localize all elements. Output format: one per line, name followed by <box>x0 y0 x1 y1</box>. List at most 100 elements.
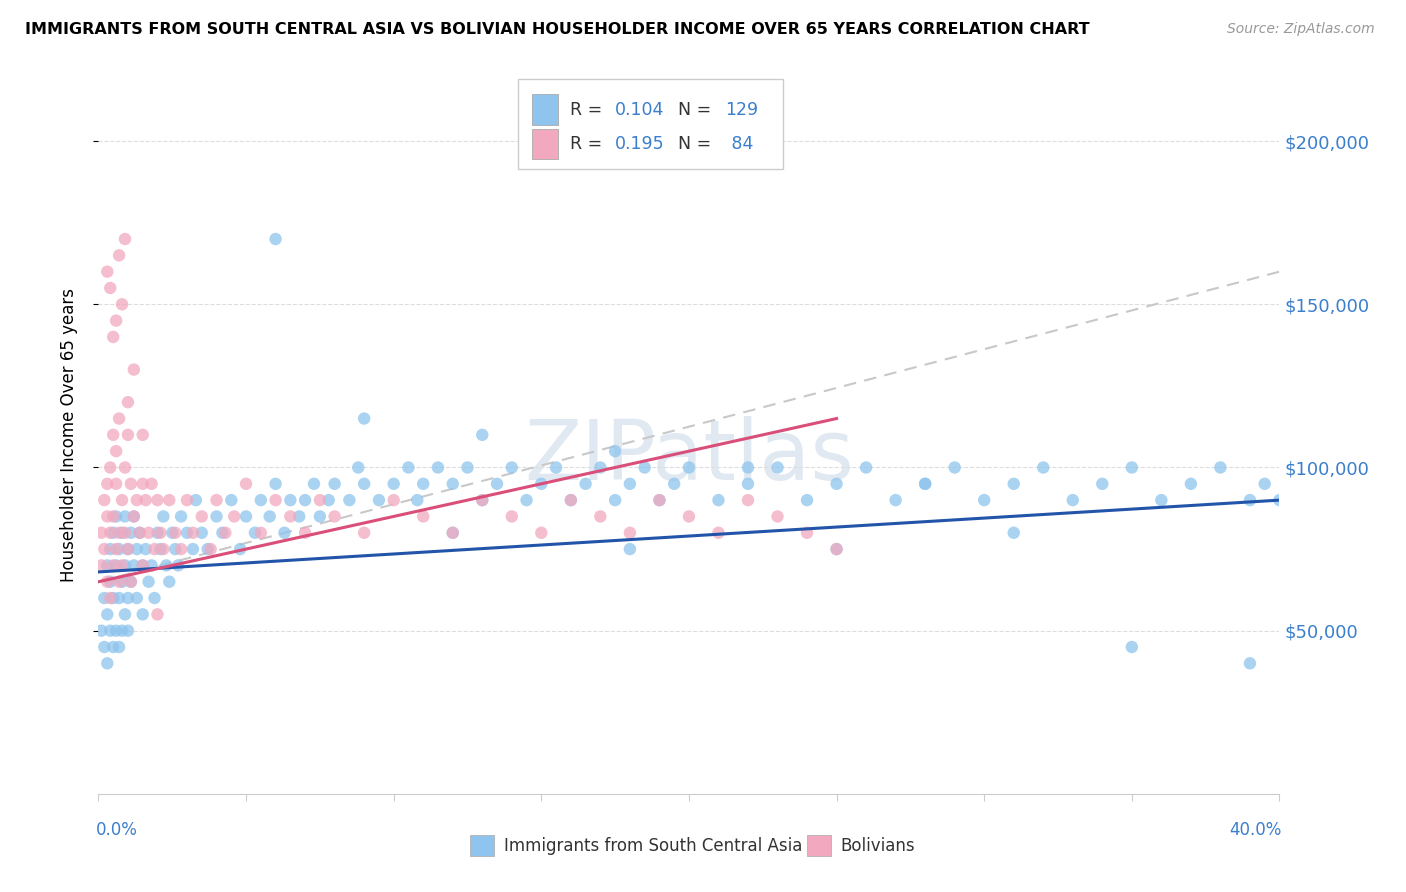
Point <box>412 476 434 491</box>
Point <box>114 525 136 540</box>
Point <box>353 476 375 491</box>
Point <box>108 411 131 425</box>
Point <box>943 460 966 475</box>
Point <box>427 460 450 475</box>
Point <box>117 395 139 409</box>
Point <box>105 444 128 458</box>
Point <box>737 476 759 491</box>
Point <box>441 525 464 540</box>
Text: 0.104: 0.104 <box>614 101 664 119</box>
Point <box>114 509 136 524</box>
Point <box>855 460 877 475</box>
Point <box>117 624 139 638</box>
Point <box>1002 525 1025 540</box>
Point <box>120 476 142 491</box>
Point <box>146 493 169 508</box>
Point <box>259 509 281 524</box>
Point <box>132 427 155 442</box>
Point <box>128 525 150 540</box>
Point <box>648 493 671 508</box>
Point <box>457 460 479 475</box>
Point <box>132 558 155 573</box>
Point <box>250 525 273 540</box>
Point <box>235 476 257 491</box>
Point <box>471 427 494 442</box>
Point <box>105 509 128 524</box>
Point <box>125 542 148 557</box>
Point <box>93 640 115 654</box>
Point <box>309 493 332 508</box>
Point <box>1121 640 1143 654</box>
Point <box>114 232 136 246</box>
Point <box>1032 460 1054 475</box>
Point <box>766 460 789 475</box>
Point <box>530 476 553 491</box>
Text: N =: N = <box>678 135 717 153</box>
Point <box>122 509 145 524</box>
Point <box>973 493 995 508</box>
Point <box>235 509 257 524</box>
Point <box>98 281 121 295</box>
Point <box>96 574 118 589</box>
Point <box>98 591 121 605</box>
Point <box>96 476 118 491</box>
Text: Source: ZipAtlas.com: Source: ZipAtlas.com <box>1227 22 1375 37</box>
Point <box>108 248 131 262</box>
Point <box>149 542 172 557</box>
Text: ZIPatlas: ZIPatlas <box>524 416 853 497</box>
Y-axis label: Householder Income Over 65 years: Householder Income Over 65 years <box>59 288 77 582</box>
Point <box>224 509 246 524</box>
Point <box>501 509 523 524</box>
Point <box>103 591 125 605</box>
Point <box>1002 476 1025 491</box>
Point <box>1121 460 1143 475</box>
Point <box>117 591 139 605</box>
Point <box>191 525 214 540</box>
Point <box>176 525 198 540</box>
Point <box>181 525 204 540</box>
Text: Immigrants from South Central Asia: Immigrants from South Central Asia <box>503 837 801 855</box>
Point <box>132 607 155 622</box>
Point <box>678 460 700 475</box>
Point <box>273 525 295 540</box>
Point <box>143 542 166 557</box>
Point <box>264 493 287 508</box>
Point <box>796 493 818 508</box>
Point <box>103 427 125 442</box>
Point <box>98 624 121 638</box>
Point <box>250 493 273 508</box>
Point <box>90 624 112 638</box>
Point <box>634 460 657 475</box>
Point <box>516 493 538 508</box>
Text: 0.0%: 0.0% <box>96 822 138 839</box>
Point <box>353 525 375 540</box>
Point <box>605 493 627 508</box>
Bar <box>471 835 494 856</box>
Text: R =: R = <box>569 101 607 119</box>
Point <box>103 640 125 654</box>
Point <box>96 265 118 279</box>
Point <box>96 657 118 671</box>
Text: 84: 84 <box>725 135 754 153</box>
Point <box>664 476 686 491</box>
Point <box>155 558 177 573</box>
Text: R =: R = <box>569 135 607 153</box>
Point <box>707 493 730 508</box>
Point <box>111 297 134 311</box>
Point <box>766 509 789 524</box>
Point <box>122 362 145 376</box>
Point <box>157 574 180 589</box>
Point <box>93 542 115 557</box>
Point <box>138 574 160 589</box>
Point <box>575 476 598 491</box>
Point <box>309 509 332 524</box>
Point <box>105 624 128 638</box>
Point <box>152 509 174 524</box>
Point <box>280 509 302 524</box>
Point <box>347 460 370 475</box>
Point <box>117 427 139 442</box>
Point <box>90 525 112 540</box>
Point <box>90 558 112 573</box>
Point <box>1239 493 1261 508</box>
Point <box>1239 657 1261 671</box>
